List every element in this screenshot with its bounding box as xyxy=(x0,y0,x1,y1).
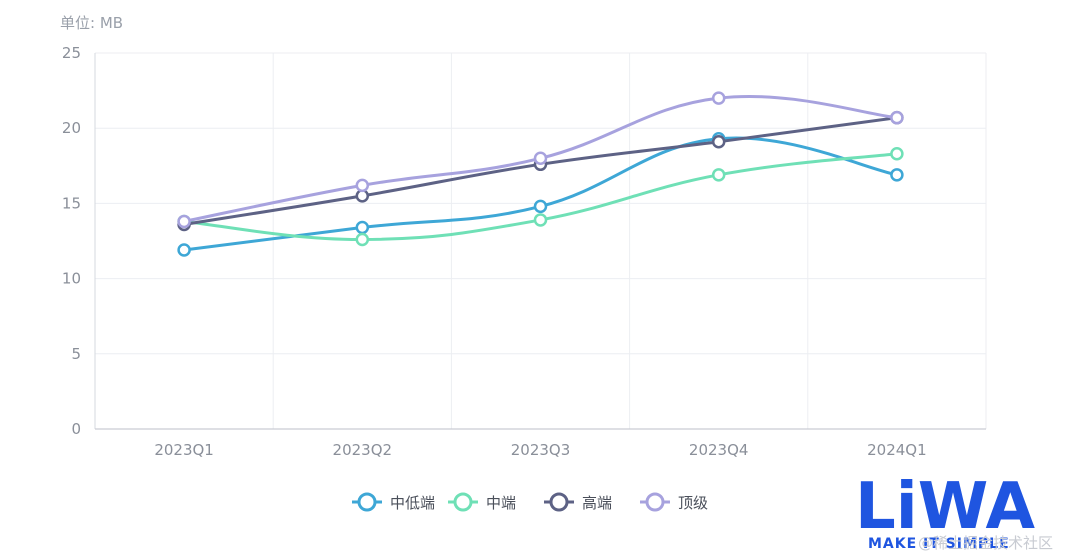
y-tick-label: 25 xyxy=(62,44,81,62)
data-point xyxy=(355,220,370,235)
y-tick-label: 20 xyxy=(62,119,81,137)
y-tick-label: 15 xyxy=(62,194,81,212)
legend-item-3: 高端 xyxy=(544,492,612,512)
data-point xyxy=(890,110,904,125)
brand-logo: LiWA MAKE IT SIMPLE @稀土掘金技术社区 xyxy=(855,470,1053,552)
x-tick-label: 2023Q4 xyxy=(689,441,749,459)
x-tick-label: 2023Q2 xyxy=(333,441,393,459)
data-point xyxy=(533,199,548,214)
legend-marker xyxy=(549,492,569,512)
legend-label: 顶级 xyxy=(678,494,708,512)
legend-item-4: 顶级 xyxy=(640,492,708,512)
legend-item-1: 中低端 xyxy=(352,492,435,512)
x-tick-label: 2024Q1 xyxy=(867,441,927,459)
watermark-text: @稀土掘金技术社区 xyxy=(918,534,1053,552)
y-tick-label: 0 xyxy=(71,420,81,438)
legend: 中低端 中端 高端 顶级 xyxy=(352,492,708,512)
y-tick-label: 10 xyxy=(62,270,81,288)
data-point xyxy=(355,178,370,193)
data-point xyxy=(711,91,726,105)
data-point xyxy=(890,168,904,182)
data-point xyxy=(533,213,548,227)
data-point xyxy=(533,151,548,166)
data-point xyxy=(355,232,370,247)
data-point xyxy=(890,147,904,161)
data-point xyxy=(711,134,726,149)
legend-label: 中端 xyxy=(486,494,516,512)
series-4 xyxy=(177,91,904,229)
legend-marker xyxy=(645,492,665,512)
legend-label: 高端 xyxy=(582,494,612,512)
y-tick-label: 5 xyxy=(71,345,81,363)
data-point xyxy=(177,243,191,257)
axes: 0 5 10 15 20 25 2023Q1 2023Q2 2023Q3 2023Q4 2024Q1 xyxy=(62,44,986,459)
logo-tagline: MAKE IT SIMPLE xyxy=(868,536,1010,552)
x-tick-label: 2023Q1 xyxy=(154,441,214,459)
data-point xyxy=(711,168,726,182)
data-point xyxy=(177,214,191,229)
y-axis-unit-label: 单位: MB xyxy=(60,14,123,32)
legend-marker xyxy=(357,492,377,512)
x-tick-label: 2023Q3 xyxy=(511,441,571,459)
logo-wordmark: LiWA xyxy=(855,470,1035,544)
legend-item-2: 中端 xyxy=(448,492,516,512)
legend-marker xyxy=(453,492,473,512)
legend-label: 中低端 xyxy=(390,494,435,512)
series-lines xyxy=(177,91,904,257)
